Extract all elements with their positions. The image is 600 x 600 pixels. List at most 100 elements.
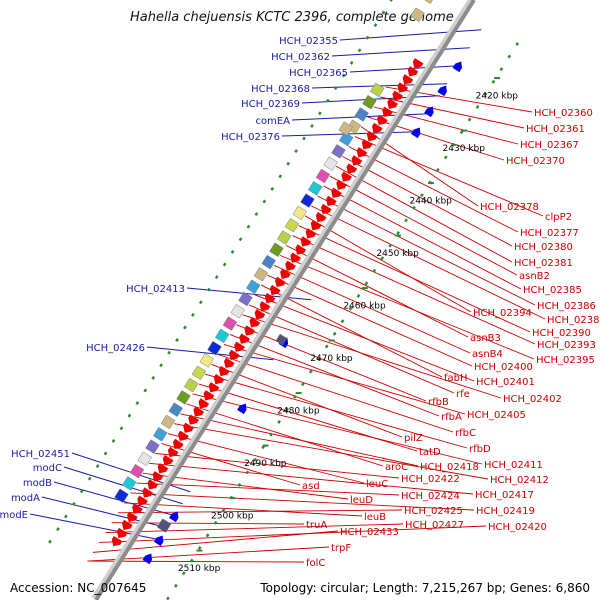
reverse-gene-arrow[interactable] xyxy=(269,284,281,296)
gene-label-right[interactable]: HCH_02395 xyxy=(536,355,595,366)
forward-gene-arrow[interactable] xyxy=(153,535,164,547)
gene-label-right[interactable]: aroC xyxy=(385,462,408,473)
gene-label-right[interactable]: HCH_02417 xyxy=(475,490,534,501)
gene-label-right[interactable]: HCH_02378 xyxy=(480,202,539,213)
reverse-gene-arrow[interactable] xyxy=(336,179,347,190)
gene-label-left[interactable]: HCH_02355 xyxy=(279,36,338,47)
forward-gene-arrow[interactable] xyxy=(452,61,462,73)
gene-label-right[interactable]: truA xyxy=(306,520,327,531)
reverse-gene-arrow[interactable] xyxy=(412,58,424,69)
gene-label-right[interactable]: HCH_02433 xyxy=(340,527,399,538)
reverse-gene-arrow[interactable] xyxy=(172,438,184,450)
reverse-gene-arrow[interactable] xyxy=(249,317,261,328)
gene-label-right[interactable]: leuD xyxy=(350,495,373,506)
reverse-gene-arrow[interactable] xyxy=(239,333,250,344)
forward-gene-arrow[interactable] xyxy=(424,106,434,118)
gene-label-right[interactable]: HCH_02427 xyxy=(405,520,464,531)
reverse-gene-arrow[interactable] xyxy=(198,398,210,409)
reverse-gene-arrow[interactable] xyxy=(162,454,174,466)
reverse-gene-arrow[interactable] xyxy=(280,268,291,279)
reverse-gene-arrow[interactable] xyxy=(346,163,358,174)
reverse-gene-arrow[interactable] xyxy=(127,511,138,522)
gene-label-right[interactable]: HCH_02360 xyxy=(534,108,593,119)
gene-label-right[interactable]: HCH_02401 xyxy=(476,377,535,388)
gene-label-right[interactable]: HCH_02422 xyxy=(401,474,460,485)
gene-label-right[interactable]: HCH_02377 xyxy=(520,228,579,239)
reverse-gene-arrow[interactable] xyxy=(264,292,276,304)
gene-label-right[interactable]: HCH_02418 xyxy=(420,462,479,473)
gene-label-right[interactable]: asd xyxy=(302,481,320,492)
reverse-gene-arrow[interactable] xyxy=(224,357,235,369)
reverse-gene-arrow[interactable] xyxy=(218,365,230,377)
reverse-gene-arrow[interactable] xyxy=(213,373,225,385)
gene-label-right[interactable]: rfbA xyxy=(441,412,462,423)
gene-label-right[interactable]: clpP2 xyxy=(545,212,572,223)
gene-label-right[interactable]: HCH_02402 xyxy=(503,394,562,405)
gene-label-left[interactable]: HCH_02368 xyxy=(251,84,310,95)
gene-label-right[interactable]: rfe xyxy=(456,389,470,400)
gene-label-right[interactable]: HCH_02386 xyxy=(537,301,596,312)
reverse-gene-arrow[interactable] xyxy=(178,430,189,441)
forward-gene-arrow[interactable] xyxy=(237,403,247,415)
reverse-gene-arrow[interactable] xyxy=(132,503,143,514)
reverse-gene-arrow[interactable] xyxy=(208,382,220,393)
reverse-gene-arrow[interactable] xyxy=(111,535,123,547)
gene-label-left[interactable]: HCH_02365 xyxy=(289,68,348,79)
gene-label-right[interactable]: HCH_02381 xyxy=(514,258,573,269)
gene-label-right[interactable]: asnB2 xyxy=(519,271,550,282)
gene-label-right[interactable]: asnB4 xyxy=(472,349,503,360)
reverse-gene-arrow[interactable] xyxy=(356,147,368,158)
gene-label-right[interactable]: HCH_02393 xyxy=(537,340,596,351)
gene-label-right[interactable]: HCH_02370 xyxy=(506,156,565,167)
gene-label-right[interactable]: leuB xyxy=(364,512,386,523)
reverse-gene-arrow[interactable] xyxy=(407,66,419,77)
gene-label-right[interactable]: HCH_02380 xyxy=(514,242,573,253)
reverse-gene-arrow[interactable] xyxy=(300,236,312,247)
reverse-gene-arrow[interactable] xyxy=(295,244,307,255)
gene-label-right[interactable]: HCH_02361 xyxy=(526,124,585,135)
reverse-gene-arrow[interactable] xyxy=(116,527,128,539)
reverse-gene-arrow[interactable] xyxy=(193,406,204,417)
gene-label-right[interactable]: HCH_02425 xyxy=(404,506,463,517)
gene-label-left[interactable]: HCH_02413 xyxy=(126,284,185,295)
gene-label-right[interactable]: HCH_02394 xyxy=(473,308,532,319)
reverse-gene-arrow[interactable] xyxy=(372,122,383,134)
gene-label-right[interactable]: trpF xyxy=(331,543,351,554)
reverse-gene-arrow[interactable] xyxy=(167,446,179,458)
reverse-gene-arrow[interactable] xyxy=(142,487,153,498)
reverse-gene-arrow[interactable] xyxy=(121,519,133,531)
reverse-gene-arrow[interactable] xyxy=(244,325,256,336)
reverse-gene-arrow[interactable] xyxy=(137,495,148,506)
reverse-gene-arrow[interactable] xyxy=(366,130,378,142)
gene-label-left[interactable]: modC xyxy=(33,463,62,474)
reverse-gene-arrow[interactable] xyxy=(377,114,388,126)
gene-label-right[interactable]: HCH_02405 xyxy=(467,410,526,421)
gene-label-left[interactable]: modB xyxy=(23,478,52,489)
reverse-gene-arrow[interactable] xyxy=(152,471,164,482)
reverse-gene-arrow[interactable] xyxy=(361,139,373,150)
gene-label-right[interactable]: pilZ xyxy=(404,433,423,444)
forward-gene-arrow[interactable] xyxy=(410,127,421,139)
gene-label-right[interactable]: HCH_02424 xyxy=(401,491,460,502)
reverse-gene-arrow[interactable] xyxy=(341,171,352,182)
gene-label-right[interactable]: tatD xyxy=(419,447,441,458)
reverse-gene-arrow[interactable] xyxy=(382,106,393,117)
gene-label-right[interactable]: asnB3 xyxy=(470,333,501,344)
reverse-gene-arrow[interactable] xyxy=(310,220,322,231)
reverse-gene-arrow[interactable] xyxy=(290,252,301,263)
reverse-gene-arrow[interactable] xyxy=(188,414,199,425)
reverse-gene-arrow[interactable] xyxy=(315,211,327,223)
reverse-gene-arrow[interactable] xyxy=(203,390,215,401)
forward-gene-arrow[interactable] xyxy=(169,511,179,523)
forward-gene-arrow[interactable] xyxy=(142,553,153,565)
gene-label-left[interactable]: modE xyxy=(0,510,28,521)
gene-label-right[interactable]: HCH_02387 xyxy=(547,315,600,326)
gene-label-right[interactable]: rfbC xyxy=(455,428,476,439)
gene-label-right[interactable]: HCH_02400 xyxy=(474,362,533,373)
reverse-gene-arrow[interactable] xyxy=(320,203,332,215)
reverse-gene-arrow[interactable] xyxy=(275,276,286,288)
gene-label-right[interactable]: folC xyxy=(306,558,325,569)
gene-label-left[interactable]: modA xyxy=(11,493,40,504)
reverse-gene-arrow[interactable] xyxy=(157,463,169,474)
reverse-gene-arrow[interactable] xyxy=(402,74,414,85)
